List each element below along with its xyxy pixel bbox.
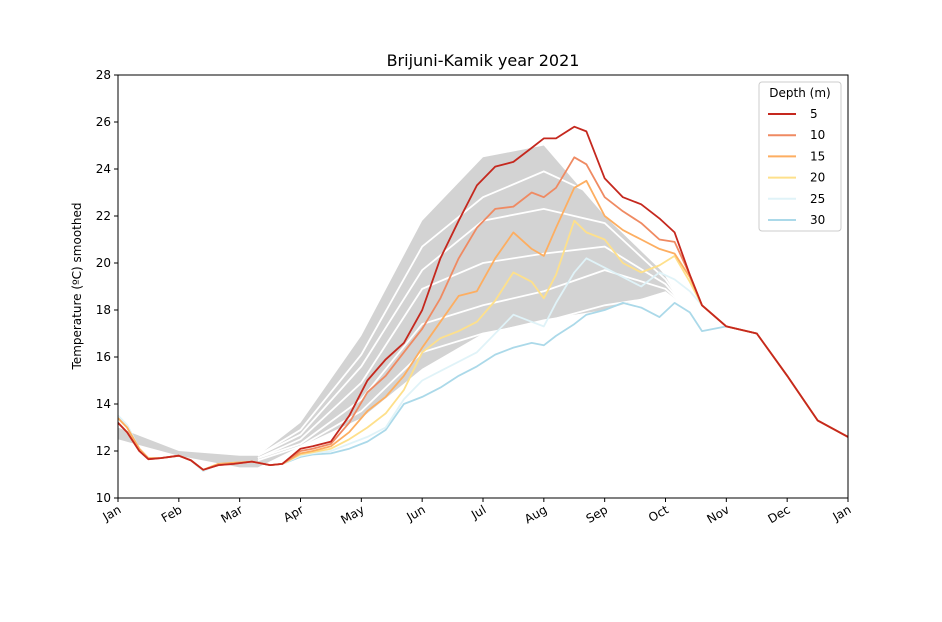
series-layer (117, 125, 849, 472)
chart-title: Brijuni-Kamik year 2021 (387, 51, 580, 70)
series-line-depth-5 (117, 125, 849, 471)
y-tick-label: 14 (96, 397, 111, 411)
legend-label-depth-25: 25 (810, 192, 825, 206)
climatology-band-layer (118, 145, 684, 468)
legend-label-depth-15: 15 (810, 149, 825, 163)
y-tick-label: 20 (96, 256, 111, 270)
legend-label-depth-5: 5 (810, 107, 818, 121)
x-tick-label: Jul (468, 502, 488, 522)
y-axis: 10 12 14 16 18 20 22 24 26 28 (96, 68, 118, 505)
legend: Depth (m) 5 10 15 20 25 30 (758, 81, 842, 232)
y-tick-label: 28 (96, 68, 111, 82)
series-line-depth-25 (117, 257, 849, 472)
y-tick-label: 24 (96, 162, 111, 176)
y-tick-label: 22 (96, 209, 111, 223)
y-axis-label: Temperature (ºC) smoothed (70, 203, 84, 371)
legend-label-depth-20: 20 (810, 171, 825, 185)
climatology-band (118, 145, 684, 468)
legend-title: Depth (m) (769, 86, 830, 100)
y-tick-label: 12 (96, 444, 111, 458)
legend-frame (758, 81, 842, 232)
y-tick-label: 26 (96, 115, 111, 129)
legend-label-depth-10: 10 (810, 128, 825, 142)
y-tick-label: 10 (96, 491, 111, 505)
y-tick-label: 18 (96, 303, 111, 317)
legend-label-depth-30: 30 (810, 213, 825, 227)
climatology-line-5 (257, 294, 685, 462)
climatology-line-1 (257, 170, 685, 457)
y-tick-label: 16 (96, 350, 111, 364)
